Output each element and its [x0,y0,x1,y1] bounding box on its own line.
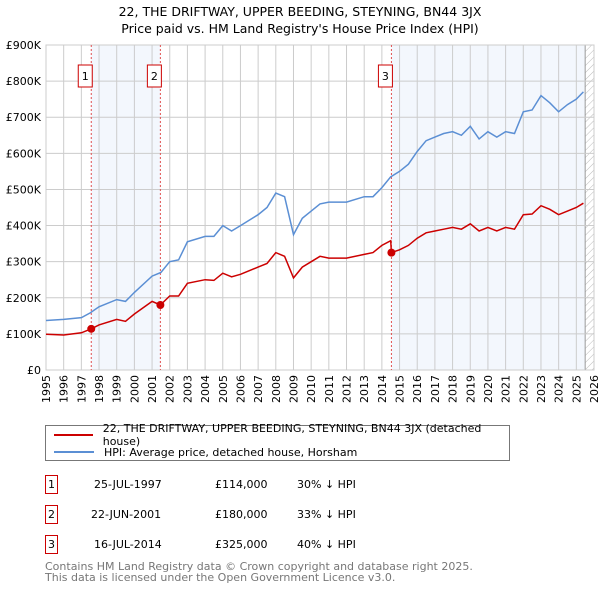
x-tick-label: 2022 [517,375,530,403]
x-tick-label: 2002 [164,375,177,403]
x-tick-label: 2016 [411,375,424,403]
x-tick-label: 2025 [570,375,583,403]
x-tick-label: 2009 [287,375,300,403]
y-tick-label: £900K [6,39,42,52]
x-tick-label: 2005 [217,375,230,403]
sale-price: £180,000 [215,508,268,521]
sale-point [156,301,165,309]
sale-marker-label: 1 [82,70,89,83]
x-tick-label: 2012 [341,375,354,403]
x-tick-label: 1998 [93,375,106,403]
footer-copyright: Contains HM Land Registry data © Crown c… [45,560,473,573]
y-tick-label: £800K [6,75,42,88]
sale-hpi: 33% ↓ HPI [297,508,356,521]
sale-point [87,324,96,333]
y-tick-label: £400K [6,220,42,233]
y-tick-label: £200K [6,292,42,305]
x-tick-label: 2021 [500,375,513,403]
sale-date: 16-JUL-2014 [94,538,162,551]
chart-title: 22, THE DRIFTWAY, UPPER BEEDING, STEYNIN… [118,4,482,19]
legend: 22, THE DRIFTWAY, UPPER BEEDING, STEYNIN… [45,422,510,461]
x-tick-label: 1995 [40,375,53,403]
x-tick-label: 2001 [146,375,159,403]
footer-licence: This data is licensed under the Open Gov… [45,571,396,584]
sale-marker-num: 1 [45,475,58,494]
legend-label-property: 22, THE DRIFTWAY, UPPER BEEDING, STEYNIN… [102,422,482,448]
y-tick-label: £0 [27,364,41,377]
sale-marker-box [146,64,162,88]
chart-subtitle: Price paid vs. HM Land Registry's House … [121,21,479,36]
plot-frame [45,44,595,371]
sale-point [387,248,396,257]
price-chart: 1995 1996 1997 1998 1999 2000 2001 2002 2003 2004… [6,39,600,403]
x-tick-label: 1997 [75,375,88,403]
sale-date: 22-JUN-2001 [91,508,162,521]
sale-marker-label: 3 [382,70,389,83]
y-tick-label: £600K [6,147,42,160]
x-tick-label: 2013 [358,375,371,403]
x-tick-label: 2006 [234,375,247,403]
y-tick-label: £500K [6,183,42,196]
x-tick-label: 2008 [270,375,283,403]
sale-marker-num: 3 [45,535,58,554]
x-tick-label: 2000 [128,375,141,403]
x-tick-label: 2019 [464,375,477,403]
y-tick-label: £100K [6,328,42,341]
x-tick-label: 2018 [447,375,460,403]
x-tick-label: 1996 [58,375,71,403]
x-tick-label: 2020 [482,375,495,403]
sale-price: £325,000 [215,538,268,551]
x-tick-label: 1999 [111,375,124,403]
x-tick-label: 2017 [429,375,442,403]
x-tick-label: 2011 [323,375,336,403]
forecast-hatch [585,45,594,370]
x-tick-label: 2007 [252,375,265,403]
x-tick-label: 2024 [553,375,566,403]
x-tick-label: 2003 [181,375,194,403]
sale-price: £114,000 [215,478,268,491]
shaded-region [91,45,161,370]
x-tick-label: 2015 [394,375,407,403]
legend-label-hpi: HPI: Average price, detached house, Hors… [104,445,358,459]
x-tick-label: 2010 [305,375,318,403]
x-tick-label: 2004 [199,375,212,403]
sale-hpi: 30% ↓ HPI [297,478,356,491]
sale-marker-box [377,64,393,88]
legend-blue-line [54,451,94,453]
x-tick-label: 2026 [588,375,600,403]
sale-date: 25-JUL-1997 [94,478,162,491]
sale-marker-label: 2 [151,70,158,83]
sale-hpi: 40% ↓ HPI [297,538,356,551]
y-tick-label: £700K [6,111,42,124]
x-tick-label: 2014 [376,375,389,403]
x-tick-label: 2023 [535,375,548,403]
legend-red-line [54,434,93,436]
sale-marker-box [77,64,93,88]
sale-marker-num: 2 [45,505,58,524]
series-line [45,91,584,322]
y-tick-label: £300K [6,256,42,269]
